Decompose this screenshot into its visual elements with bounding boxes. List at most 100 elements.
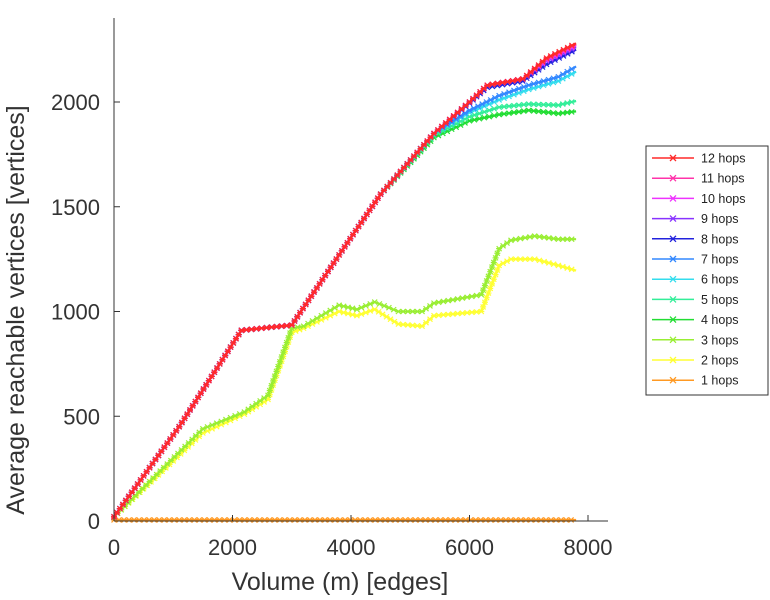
data-point — [128, 489, 135, 496]
data-point — [512, 236, 519, 243]
data-point — [487, 285, 494, 292]
data-point — [471, 112, 478, 119]
data-point — [545, 80, 552, 87]
data-point — [327, 517, 334, 523]
legend-item-10-hops: 10 hops — [652, 192, 745, 206]
data-point — [358, 219, 365, 226]
data-point — [387, 517, 394, 523]
data-point — [151, 517, 158, 523]
data-point — [553, 517, 560, 523]
x-tick-label: 6000 — [445, 535, 494, 560]
data-point — [464, 294, 471, 301]
data-point — [489, 264, 496, 271]
data-point — [390, 306, 397, 313]
data-point — [296, 517, 303, 523]
data-point — [530, 80, 537, 87]
data-point — [472, 517, 479, 523]
data-point — [327, 307, 334, 314]
data-point — [291, 318, 298, 324]
data-point — [501, 110, 508, 117]
data-point — [550, 79, 557, 86]
data-point — [337, 517, 344, 523]
data-point — [457, 517, 464, 523]
data-point — [263, 324, 270, 331]
data-point — [435, 299, 442, 306]
data-point — [268, 382, 275, 389]
data-point — [226, 517, 233, 523]
data-point — [243, 326, 250, 333]
data-point — [167, 436, 174, 442]
data-point — [510, 87, 517, 94]
data-point — [437, 517, 444, 523]
data-point — [422, 517, 429, 523]
data-point — [126, 517, 133, 523]
data-point — [522, 517, 529, 523]
data-point — [313, 285, 320, 291]
data-point — [206, 517, 213, 523]
data-point — [382, 517, 389, 523]
data-point — [487, 268, 494, 275]
data-point — [543, 517, 550, 523]
data-point — [526, 233, 533, 240]
data-point — [203, 381, 210, 388]
data-point — [200, 386, 207, 392]
data-point — [345, 304, 352, 311]
data-point — [265, 392, 272, 399]
y-tick-label: 500 — [63, 404, 100, 429]
data-point — [510, 91, 517, 98]
data-point — [506, 89, 512, 96]
data-point — [271, 373, 278, 380]
data-point — [278, 354, 285, 360]
data-point — [285, 334, 292, 341]
data-point — [221, 517, 228, 523]
data-point — [216, 360, 223, 367]
data-point — [374, 195, 381, 202]
data-point — [216, 517, 223, 523]
data-point — [256, 517, 263, 523]
data-point — [156, 517, 163, 523]
data-point — [331, 304, 338, 311]
data-point — [558, 517, 565, 523]
data-point — [517, 517, 524, 523]
data-point — [536, 257, 543, 264]
data-point — [522, 234, 529, 241]
data-point — [246, 517, 253, 523]
data-point — [496, 92, 503, 99]
data-point — [230, 340, 237, 346]
x-tick-label: 0 — [108, 535, 120, 560]
data-point — [173, 427, 180, 434]
series-2-hops — [111, 256, 577, 520]
legend-label: 1 hops — [701, 374, 739, 388]
data-point — [564, 68, 571, 75]
data-point — [357, 517, 364, 523]
data-point — [490, 276, 497, 283]
data-point — [280, 349, 287, 356]
data-point — [568, 517, 575, 523]
data-point — [232, 335, 239, 342]
data-point — [535, 83, 542, 90]
data-point — [555, 102, 562, 109]
data-point — [372, 199, 379, 206]
data-point — [417, 517, 424, 523]
data-point — [131, 517, 138, 523]
data-point — [531, 256, 538, 263]
data-point — [340, 309, 347, 316]
data-point — [197, 390, 204, 397]
data-point — [287, 330, 294, 336]
data-point — [141, 517, 148, 523]
data-point — [195, 394, 202, 401]
data-point — [452, 517, 459, 523]
legend-marker — [669, 154, 677, 162]
data-point — [181, 415, 188, 422]
data-point — [251, 517, 258, 523]
data-point — [308, 293, 315, 300]
data-point — [305, 320, 312, 327]
data-point — [366, 207, 373, 214]
data-point — [283, 322, 290, 329]
data-point — [467, 517, 474, 523]
data-point — [158, 448, 165, 455]
data-point — [459, 295, 466, 302]
data-point — [483, 294, 490, 301]
data-point — [377, 517, 384, 523]
data-point — [208, 373, 215, 380]
